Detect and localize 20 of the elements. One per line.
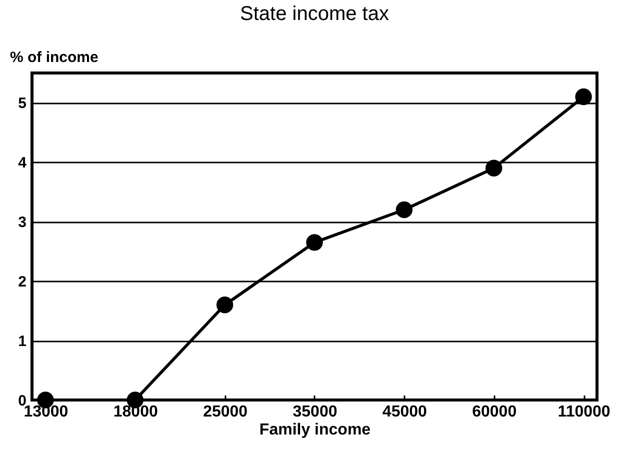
x-tick-label: 45000 [382,404,428,420]
point [306,234,323,251]
point [486,160,502,176]
chart-title: State income tax [240,3,389,25]
y-axis-title: % of income [10,49,98,66]
x-tick-label: 18000 [113,404,158,420]
x-tick-label: 60000 [472,404,517,420]
y-tick-label: 2 [18,274,26,291]
y-tick-label: 4 [18,154,28,172]
y-tick-label: 5 [18,95,26,112]
x-tick-label: 35000 [292,404,338,420]
x-tick-label: 13000 [24,404,68,420]
y-tick-label: 3 [18,214,26,232]
x-tick-label: 110000 [558,404,610,420]
x-axis-title: Family income [259,422,371,438]
y-tick-label: 1 [18,333,26,350]
point [575,88,592,106]
point [216,296,234,314]
point [396,201,413,218]
x-tick-label: 25000 [203,404,248,420]
